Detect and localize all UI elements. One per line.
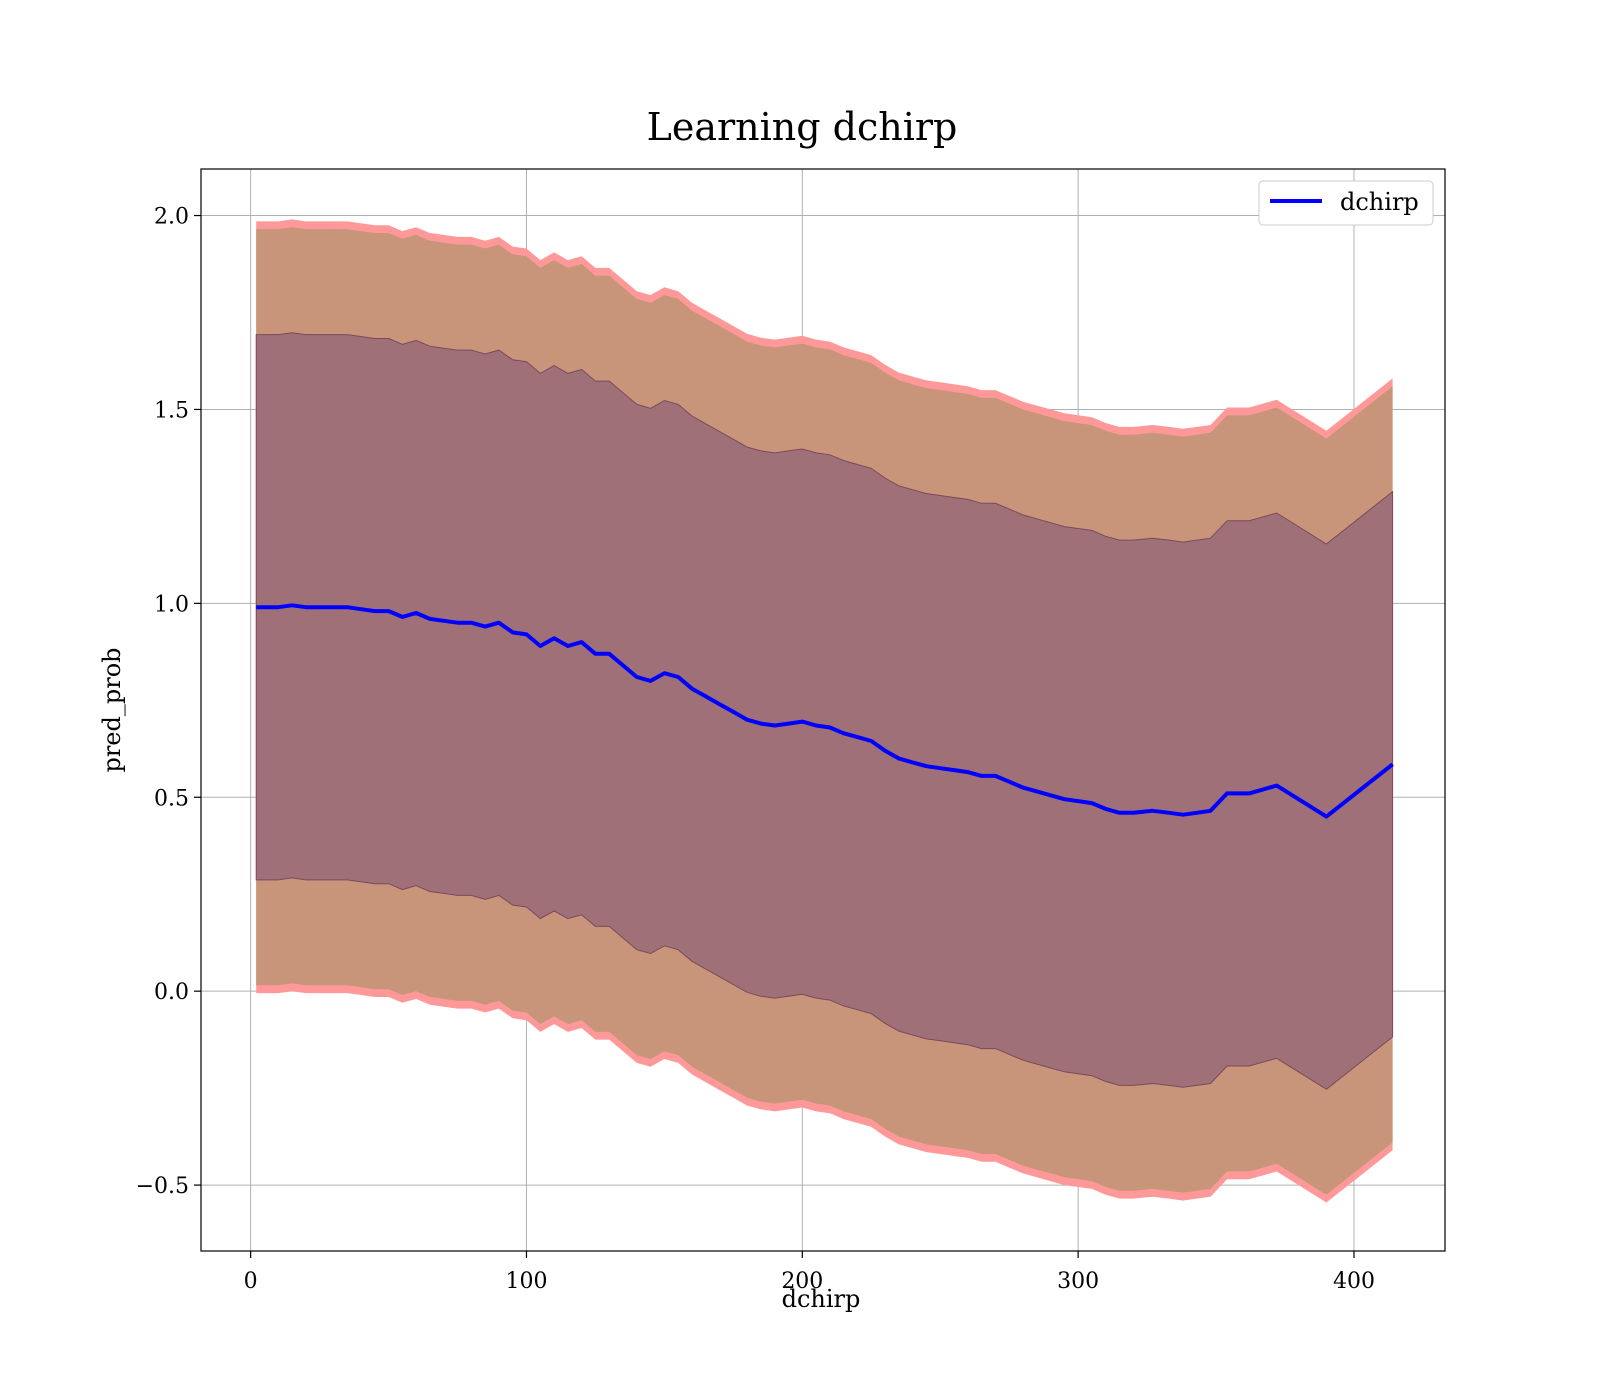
y-tick-label: 0.0 <box>154 980 189 1005</box>
axis-ticks: 0 100 200 300 400 −0.5 0.0 0.5 1.0 1.5 2.0 <box>136 205 1375 1294</box>
legend-box <box>1258 180 1434 226</box>
y-tick-label: 0.5 <box>154 786 189 811</box>
y-tick-label: −0.5 <box>136 1174 189 1199</box>
y-tick-label: 1.5 <box>154 398 189 423</box>
y-tick-label: 2.0 <box>154 205 189 230</box>
legend: dchirp <box>1258 180 1434 226</box>
x-tick-label: 300 <box>1057 1269 1099 1294</box>
y-axis-label: pred_prob <box>98 647 126 772</box>
x-tick-label: 200 <box>781 1269 823 1294</box>
plot-frame <box>200 168 1446 1252</box>
plot-area: 0 100 200 300 400 −0.5 0.0 0.5 1.0 1.5 2.0 <box>136 168 1446 1294</box>
x-tick-label: 400 <box>1333 1269 1375 1294</box>
chart-title: Learning dchirp <box>647 105 958 149</box>
x-tick-label: 100 <box>505 1269 547 1294</box>
y-tick-label: 1.0 <box>154 592 189 617</box>
series-line-dchirp <box>256 603 1394 819</box>
x-axis-label: dchirp <box>782 1285 861 1313</box>
legend-label-dchirp: dchirp <box>1340 188 1419 216</box>
confidence-bands <box>255 219 1394 1203</box>
inner-band <box>255 332 1394 1090</box>
x-tick-label: 0 <box>244 1269 258 1294</box>
